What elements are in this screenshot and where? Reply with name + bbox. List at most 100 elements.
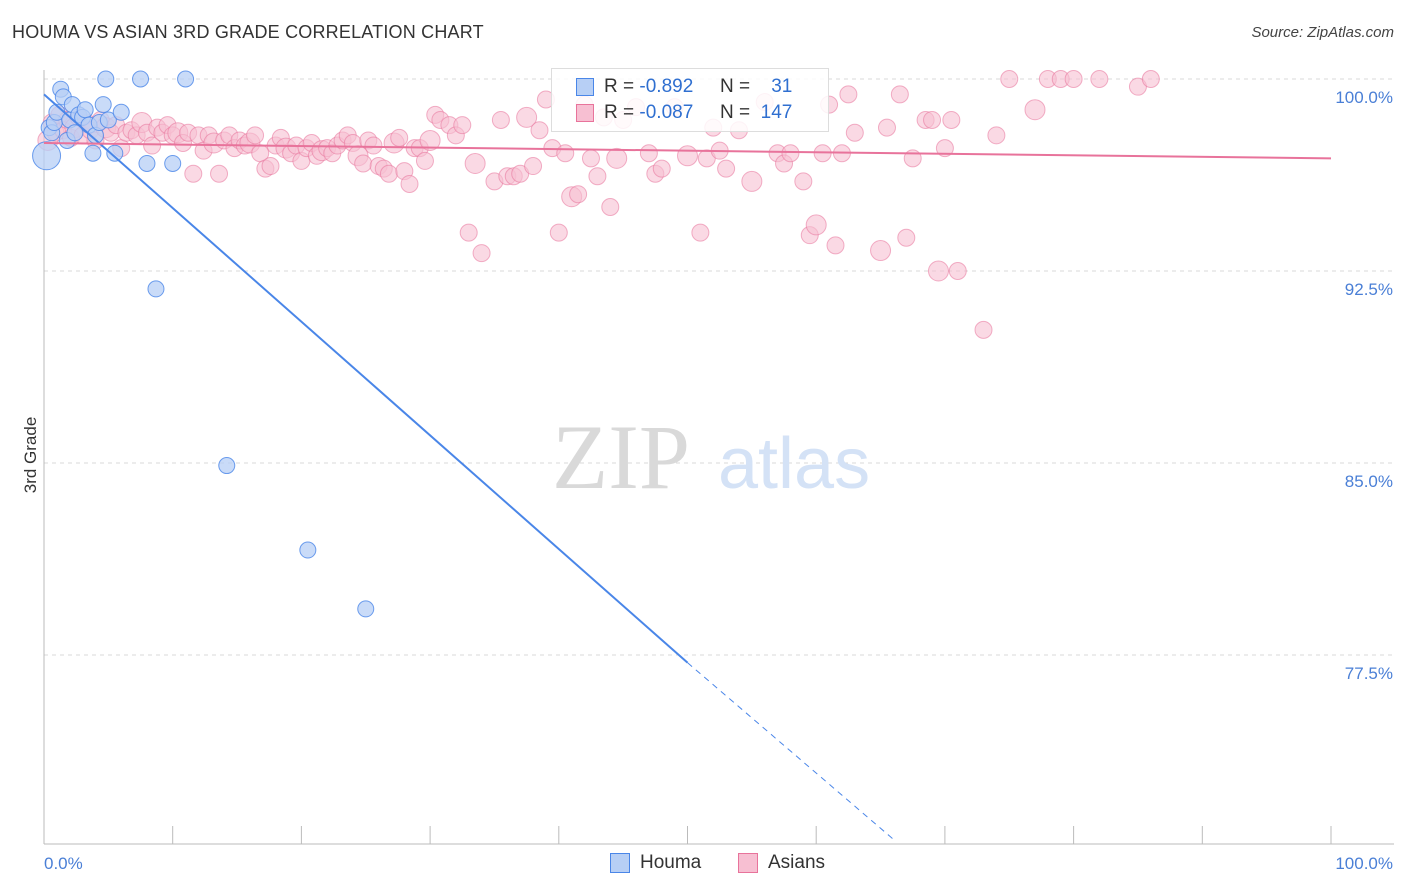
- asians-point: [516, 106, 538, 128]
- houma-r-value: -0.892: [639, 76, 694, 97]
- asians-point: [805, 214, 827, 236]
- asians-point: [987, 126, 1006, 145]
- asians-point: [974, 320, 993, 339]
- asians-point: [184, 164, 203, 183]
- legend-row-asians: R = -0.087 N = 147: [576, 101, 792, 125]
- asians-point: [464, 152, 486, 174]
- houma-point: [147, 280, 165, 298]
- asians-point: [794, 172, 813, 191]
- asians-point: [741, 170, 763, 192]
- houma-trend-extension: [687, 662, 894, 840]
- asians-point: [1141, 70, 1160, 88]
- asians-point: [870, 240, 892, 262]
- asians-trend-line: [43, 142, 1332, 160]
- asians-point: [677, 145, 698, 167]
- asians-point: [588, 167, 607, 186]
- asians-point: [717, 159, 736, 178]
- houma-point: [218, 457, 236, 475]
- x-tick-label: 0.0%: [44, 854, 83, 873]
- houma-point: [97, 70, 115, 88]
- asians-point: [549, 223, 568, 242]
- houma-point: [66, 124, 84, 142]
- asians-point: [923, 110, 942, 129]
- stats-legend: R = -0.892 N = 31 R = -0.087 N = 147: [551, 68, 829, 132]
- asians-point: [491, 110, 510, 129]
- houma-legend-swatch: [610, 853, 630, 873]
- n-label: N =: [719, 102, 751, 123]
- houma-point: [138, 154, 156, 172]
- houma-point: [112, 103, 130, 121]
- asians-point: [390, 128, 409, 147]
- asians-point: [364, 136, 383, 155]
- asians-point: [415, 151, 434, 170]
- y-tick-label: 77.5%: [1345, 664, 1393, 683]
- asians-point: [453, 116, 472, 135]
- asians-point: [1024, 99, 1046, 121]
- asians-point: [459, 223, 478, 242]
- watermark: ZIP atlas: [552, 406, 870, 508]
- r-label: R =: [604, 102, 635, 123]
- asians-n-value: 147: [760, 102, 793, 123]
- asians-point: [691, 223, 710, 242]
- houma-point: [32, 141, 62, 171]
- trend-lines: [43, 93, 1332, 840]
- asians-point: [419, 129, 441, 151]
- watermark-atlas: atlas: [718, 424, 870, 504]
- houma-point: [299, 541, 317, 559]
- asians-legend-label: Asians: [768, 852, 826, 873]
- houma-point: [94, 96, 112, 114]
- asians-point: [556, 144, 575, 163]
- asians-point: [839, 85, 858, 104]
- tick-labels: 100.0% 92.5% 85.0% 77.5% 0.0% 100.0%: [44, 88, 1393, 873]
- houma-point: [132, 70, 150, 88]
- y-tick-label: 100.0%: [1335, 88, 1393, 107]
- asians-point: [845, 123, 864, 142]
- chart-title: HOUMA VS ASIAN 3RD GRADE CORRELATION CHA…: [12, 22, 484, 42]
- n-label: N =: [719, 76, 751, 97]
- asians-point: [927, 260, 949, 282]
- y-axis-label: 3rd Grade: [21, 417, 40, 494]
- asians-point: [261, 157, 280, 176]
- houma-point: [106, 144, 124, 162]
- y-tick-label: 85.0%: [1345, 472, 1393, 491]
- asians-point: [1090, 70, 1109, 88]
- legend-item-asians[interactable]: Asians: [738, 852, 825, 874]
- asians-point: [1064, 70, 1083, 88]
- houma-trend-line: [43, 93, 689, 664]
- asians-point: [210, 164, 229, 183]
- asians-point: [890, 85, 909, 104]
- source-label: Source: ZipAtlas.com: [1251, 24, 1394, 41]
- asians-point: [581, 149, 600, 168]
- houma-point: [99, 111, 117, 129]
- r-label: R =: [604, 76, 635, 97]
- legend-item-houma[interactable]: Houma: [610, 852, 701, 874]
- asians-point: [606, 147, 628, 169]
- asians-point: [1000, 70, 1019, 88]
- houma-series: [32, 70, 375, 618]
- asians-point: [601, 198, 620, 216]
- houma-point: [177, 70, 195, 88]
- asians-point: [877, 118, 896, 137]
- asians-legend-swatch: [738, 853, 758, 873]
- houma-point: [357, 600, 375, 618]
- x-tick-label: 100.0%: [1335, 854, 1393, 873]
- asians-point: [781, 144, 800, 163]
- asians-point: [639, 144, 658, 163]
- asians-point: [652, 159, 671, 178]
- asians-point: [400, 174, 419, 193]
- asians-point: [530, 121, 549, 140]
- houma-n-value: 31: [771, 76, 793, 97]
- y-tick-label: 92.5%: [1345, 280, 1393, 299]
- houma-point: [76, 101, 94, 119]
- asians-point: [524, 157, 543, 176]
- asians-point: [826, 236, 845, 255]
- asians-point: [935, 139, 954, 158]
- asians-swatch: [576, 104, 594, 122]
- asians-point: [897, 228, 916, 247]
- asians-point: [354, 154, 373, 173]
- asians-point: [143, 136, 162, 155]
- asians-point: [246, 126, 265, 145]
- asians-point: [379, 164, 398, 183]
- asians-point: [948, 262, 967, 280]
- series-legend: Houma Asians: [0, 852, 1406, 878]
